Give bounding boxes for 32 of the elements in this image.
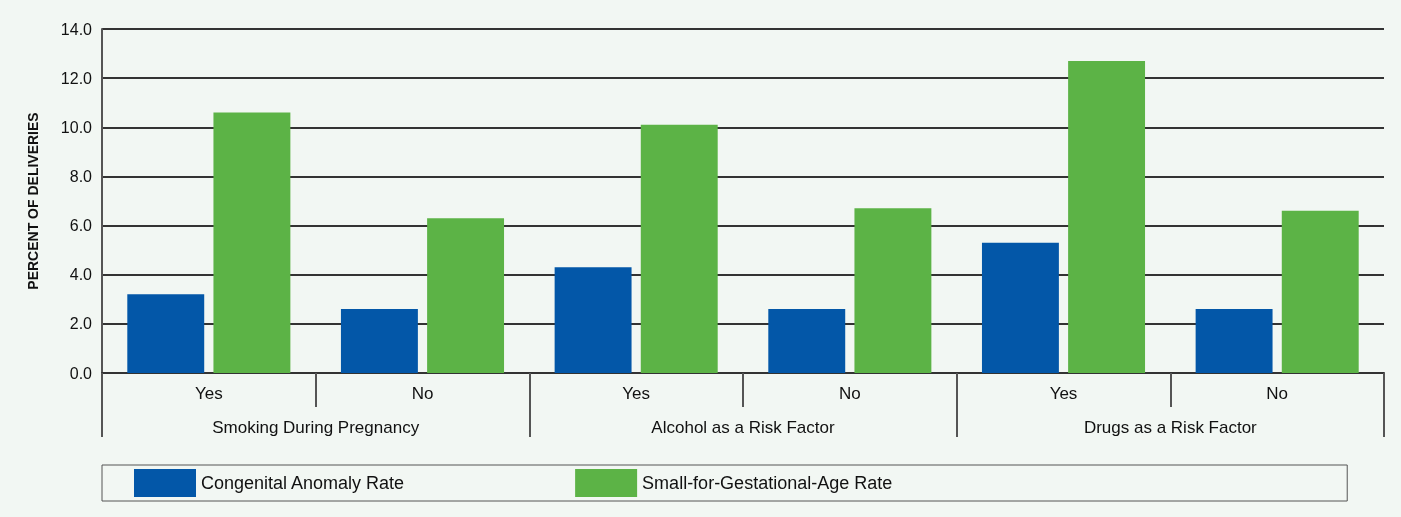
y-tick-label: 8.0 [69, 167, 93, 185]
x-tick-label: Yes [1049, 384, 1078, 403]
y-tick-label: 10.0 [60, 118, 93, 136]
bar [1195, 309, 1273, 373]
y-tick-label: 6.0 [69, 217, 93, 235]
x-tick-label: Yes [194, 384, 223, 403]
y-tick-label: 12.0 [60, 69, 93, 87]
x-tick-label: No [1266, 384, 1289, 403]
bar [640, 124, 718, 373]
y-tick-label: 4.0 [69, 266, 93, 284]
legend-label: Congenital Anomaly Rate [201, 473, 405, 493]
bar [981, 242, 1059, 373]
bar [213, 112, 291, 373]
bar [768, 309, 846, 373]
bar [340, 309, 418, 373]
bar [1068, 60, 1146, 373]
x-tick-label: No [411, 384, 434, 403]
bar [554, 267, 632, 373]
text: Drugs as a Risk Factor [1083, 418, 1258, 437]
x-tick-label: No [838, 384, 861, 403]
y-axis-title: PERCENT OF DELIVERIES [25, 112, 41, 290]
y-tick-label: 2.0 [69, 315, 93, 333]
y-tick-label: 0.0 [69, 364, 93, 382]
bar [854, 208, 932, 373]
legend-label: Small-for-Gestational-Age Rate [642, 473, 893, 493]
bar [1281, 210, 1359, 373]
text: Alcohol as a Risk Factor [651, 418, 835, 437]
x-tick-label: Yes [622, 384, 651, 403]
y-tick-label: 14.0 [60, 20, 93, 38]
text: Smoking During Pregnancy [212, 418, 420, 437]
bar [427, 218, 505, 373]
bar [127, 294, 205, 373]
